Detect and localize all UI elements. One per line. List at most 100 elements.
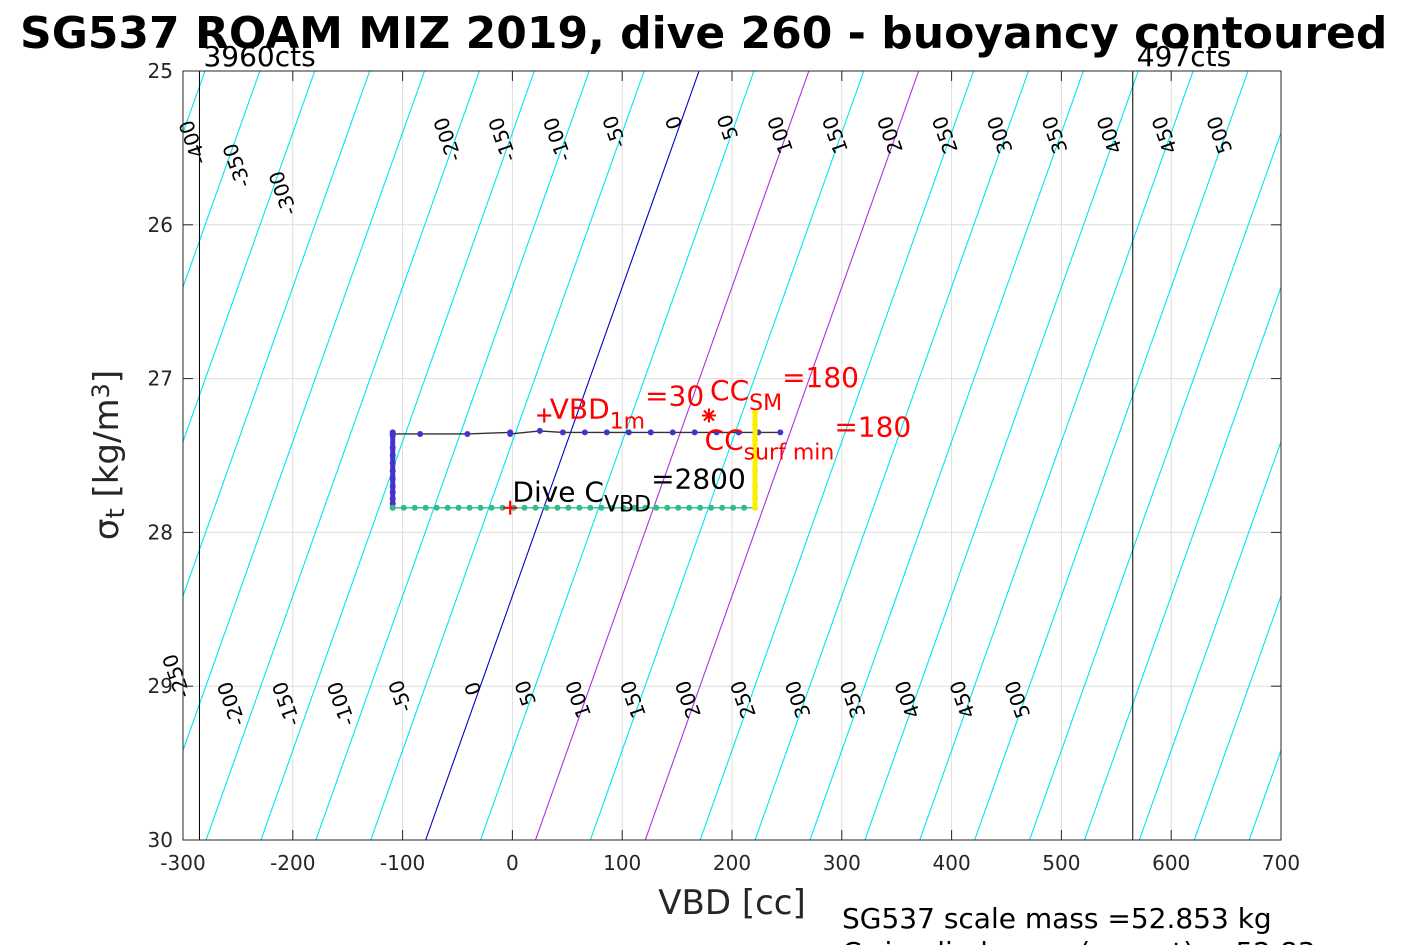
data-point xyxy=(730,504,737,511)
data-point xyxy=(543,504,550,511)
data-point xyxy=(389,444,396,451)
data-point xyxy=(620,504,627,511)
data-point xyxy=(647,429,654,436)
buoyancy-contour-line xyxy=(809,71,1084,840)
y-axis-label-sub: t xyxy=(101,508,131,518)
data-point xyxy=(433,504,440,511)
vbd-limit-label: 3960cts xyxy=(203,40,315,73)
buoyancy-contour-line xyxy=(425,71,700,840)
x-tick-label: 700 xyxy=(1262,851,1300,875)
data-point xyxy=(411,504,418,511)
annotation-main: VBD xyxy=(550,393,610,426)
data-point xyxy=(422,504,429,511)
data-point xyxy=(675,504,682,511)
data-point xyxy=(507,430,514,437)
buoyancy-contour-line xyxy=(1304,71,1417,840)
buoyancy-contour-line xyxy=(183,71,371,598)
data-point xyxy=(466,504,473,511)
buoyancy-contour-line xyxy=(864,71,1139,840)
star-marker xyxy=(701,408,716,423)
y-tick-label: 30 xyxy=(148,828,173,852)
buoyancy-contour-line xyxy=(0,71,95,840)
x-tick-label: -100 xyxy=(380,851,425,875)
contour-layer xyxy=(0,71,1417,840)
buoyancy-contour-line xyxy=(974,71,1249,840)
data-point xyxy=(532,504,539,511)
data-point xyxy=(389,495,396,502)
footnote-scale-mass: SG537 scale mass =52.853 kg xyxy=(842,902,1272,935)
buoyancy-contour-line xyxy=(205,71,480,840)
buoyancy-contour-line xyxy=(183,71,426,753)
buoyancy-contour-line xyxy=(1359,71,1417,840)
data-point xyxy=(664,504,671,511)
buoyancy-contour-line xyxy=(0,71,40,840)
series-line xyxy=(392,430,781,435)
data-point xyxy=(735,429,742,436)
y-tick-label: 25 xyxy=(148,59,173,83)
y-tick-label: 29 xyxy=(148,674,173,698)
series-layer xyxy=(389,409,784,511)
y-axis-label-exp: 3 xyxy=(87,383,115,398)
data-point xyxy=(752,421,759,428)
data-point xyxy=(708,504,715,511)
data-point xyxy=(603,429,610,436)
data-point xyxy=(713,429,720,436)
data-point xyxy=(631,504,638,511)
x-axis-label: VBD [cc] xyxy=(658,883,806,923)
data-point xyxy=(752,483,759,490)
annotation-main: CC xyxy=(705,423,744,456)
annotation-tail: =180 xyxy=(834,411,911,444)
data-point xyxy=(669,429,676,436)
data-point xyxy=(576,504,583,511)
data-point xyxy=(477,504,484,511)
annotation-main: Dive C xyxy=(512,476,604,509)
annotation-sub: surf min xyxy=(744,440,835,465)
annotation-tail: =30 xyxy=(645,380,704,413)
x-tick-label: -200 xyxy=(270,851,315,875)
data-point xyxy=(389,504,396,511)
x-tick-label: 500 xyxy=(1042,851,1080,875)
data-point xyxy=(389,475,396,482)
data-point xyxy=(464,430,471,437)
annotation-sub: VBD xyxy=(604,493,651,518)
buoyancy-contour-line xyxy=(919,71,1194,840)
data-point xyxy=(488,504,495,511)
buoyancy-contour-line xyxy=(1138,439,1281,840)
buoyancy-contour-line xyxy=(1083,285,1281,840)
data-point xyxy=(565,504,572,511)
buoyancy-contour-line xyxy=(183,71,316,444)
buoyancy-contour-line xyxy=(183,71,261,289)
x-tick-label: 100 xyxy=(603,851,641,875)
data-point xyxy=(389,467,396,474)
annotation-text: CCSM=180 xyxy=(710,362,859,416)
annotation-text: CCsurf min=180 xyxy=(705,411,912,465)
data-point xyxy=(444,504,451,511)
data-point xyxy=(752,437,759,444)
data-point xyxy=(741,504,748,511)
annotation-sub: 1m xyxy=(610,409,645,434)
x-tick-label: 400 xyxy=(933,851,971,875)
data-point xyxy=(752,409,759,416)
data-point xyxy=(697,504,704,511)
y-axis-label-units: [kg/m xyxy=(87,398,127,508)
marker-layer xyxy=(503,408,716,515)
data-point xyxy=(554,504,561,511)
data-point xyxy=(389,500,396,507)
plus-marker xyxy=(537,408,552,423)
annotation-text: Dive CVBD=2800 xyxy=(512,463,745,517)
data-point xyxy=(559,429,566,436)
annotation-text: VBD1m=30 xyxy=(550,380,704,434)
footnote-implied-mass: C_ implied mass (ascent) = 52.83 xyxy=(842,936,1316,945)
data-point xyxy=(581,429,588,436)
data-point xyxy=(417,430,424,437)
x-tick-label: 200 xyxy=(713,851,751,875)
data-point xyxy=(499,504,506,511)
x-tick-label: 300 xyxy=(823,851,861,875)
data-point xyxy=(752,495,759,502)
plus-marker xyxy=(503,500,518,515)
buoyancy-contour-line xyxy=(1029,131,1281,840)
data-point xyxy=(389,452,396,459)
buoyancy-contour-line xyxy=(589,71,865,840)
data-point xyxy=(752,452,759,459)
axis-layer: -300 -200 -100 0 100 200 300 400 500 600 700 25 26 27… xyxy=(148,59,1301,875)
